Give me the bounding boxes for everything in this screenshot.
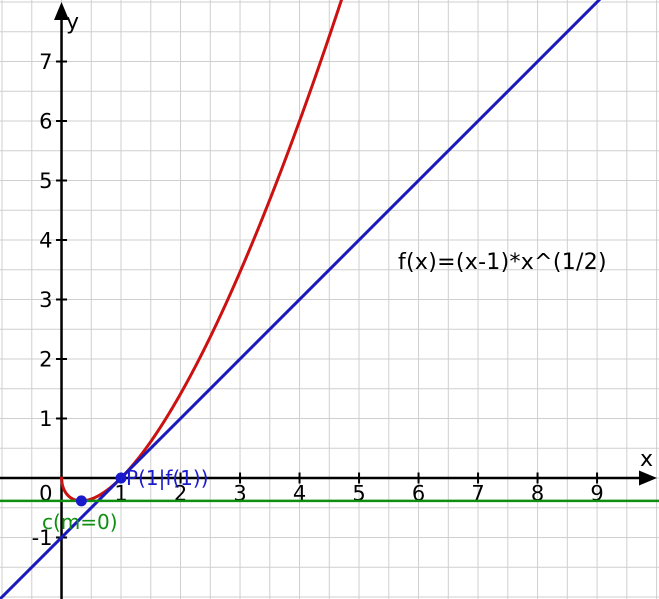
y-tick-label: 7 — [39, 50, 52, 74]
y-tick-label: 4 — [39, 229, 52, 253]
x-axis-label: x — [640, 447, 654, 472]
line-c-label[interactable]: c(m=0) — [42, 510, 118, 534]
y-tick-label: 1 — [39, 407, 52, 431]
x-axis-arrow-icon — [639, 470, 657, 486]
x-tick-label: 6 — [412, 481, 425, 505]
x-tick-label: 7 — [471, 481, 484, 505]
point-P[interactable] — [115, 472, 127, 484]
x-tick-label: 9 — [590, 481, 603, 505]
x-tick-label: 5 — [352, 481, 365, 505]
function-label[interactable]: f(x)=(x-1)*x^(1/2) — [398, 250, 607, 275]
x-tick-label: 3 — [233, 481, 246, 505]
y-tick-label: 5 — [39, 169, 52, 193]
x-tick-label: 1 — [114, 481, 127, 505]
y-tick-label: -1 — [32, 526, 53, 550]
y-tick-label: 2 — [39, 347, 52, 371]
x-tick-label: 2 — [174, 481, 187, 505]
x-tick-label: 8 — [531, 481, 544, 505]
point-p-label[interactable]: P(1|f(1)) — [126, 466, 209, 490]
y-tick-label: 3 — [39, 288, 52, 312]
curve-f[interactable] — [60, 0, 351, 503]
y-axis-label: y — [66, 10, 80, 35]
y-axis-arrow-icon — [54, 2, 70, 20]
y-tick-label: 6 — [39, 110, 52, 134]
point-minimum-point[interactable] — [75, 495, 87, 507]
x-tick-label: 4 — [293, 481, 306, 505]
origin-label: 0 — [39, 481, 52, 505]
